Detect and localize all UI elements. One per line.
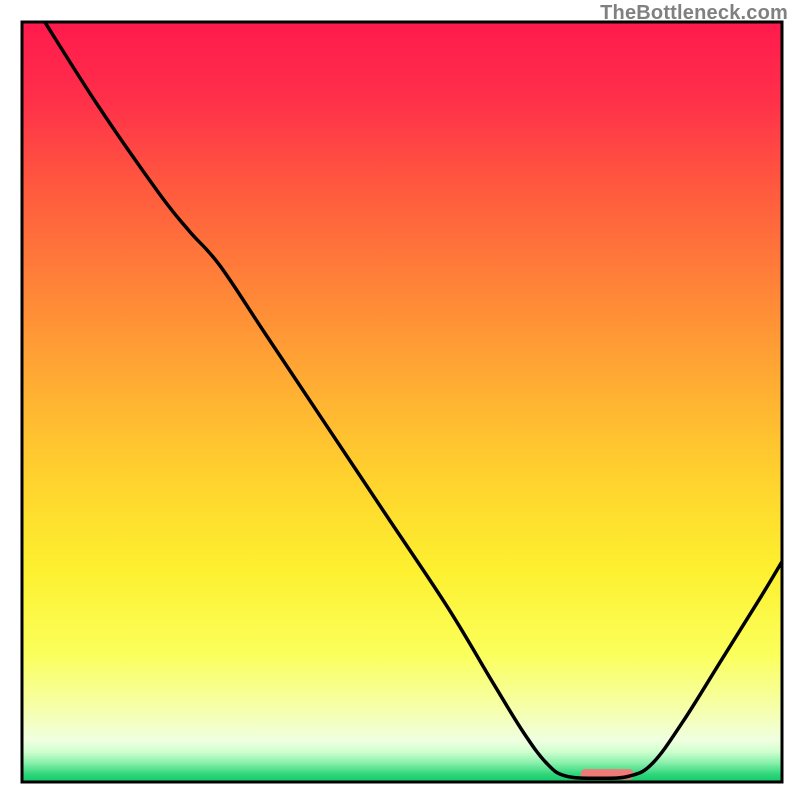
bottleneck-chart [0,0,800,800]
plot-area [22,22,782,782]
watermark-label: TheBottleneck.com [600,2,788,25]
chart-container: TheBottleneck.com [0,0,800,800]
gradient-background [22,22,782,782]
